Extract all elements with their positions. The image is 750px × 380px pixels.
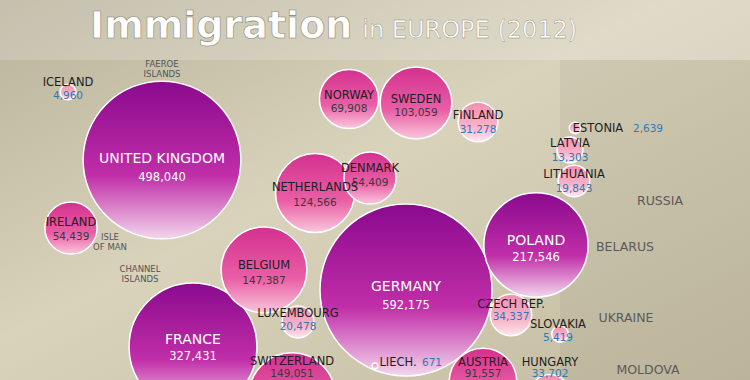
country-label: IRELAND	[46, 215, 97, 229]
country-label: ICELAND	[43, 75, 94, 89]
subtitle: in EUROPE (2012)	[362, 16, 577, 44]
map-label: MOLDOVA	[616, 362, 680, 377]
value-label: 149,051	[270, 367, 313, 379]
value-label: 34,337	[493, 310, 530, 322]
country-label: NORWAY	[324, 88, 375, 102]
value-label: 4,960	[53, 89, 83, 101]
country-label: SLOVAKIA	[530, 317, 586, 331]
value-label: 13,303	[552, 151, 589, 163]
map-label: UKRAINE	[598, 310, 653, 325]
country-label: BELGIUM	[238, 258, 290, 272]
bubble	[83, 81, 241, 239]
labels: UNITED KINGDOM 498,040 GERMANY 592,175 FRANC…	[43, 75, 663, 379]
value-label: 498,040	[138, 170, 186, 184]
chart: UNITED KINGDOM 498,040 GERMANY 592,175 FRANC…	[0, 0, 750, 380]
country-label: LATVIA	[550, 136, 590, 150]
map-label: FAEROEISLANDS	[144, 59, 181, 79]
bubble	[484, 193, 588, 297]
value-label: 124,566	[293, 196, 337, 208]
bubble	[449, 348, 517, 380]
value-label: 147,387	[242, 274, 285, 286]
bubble	[319, 69, 378, 128]
country-label: FRANCE	[165, 331, 221, 347]
value-label: 33,702	[532, 367, 569, 379]
value-label: 671	[422, 356, 442, 368]
map-label: ISLEOF MAN	[93, 232, 127, 252]
value-label: 217,546	[512, 250, 560, 264]
bubble	[221, 227, 307, 313]
country-label: LITHUANIA	[543, 167, 605, 181]
country-label: UNITED KINGDOM	[99, 150, 225, 166]
country-label: SWITZERLAND	[250, 354, 334, 368]
value-label: 103,059	[394, 106, 437, 118]
bubble	[45, 202, 97, 254]
background	[0, 0, 750, 380]
country-label: SWEDEN	[391, 92, 442, 106]
map-label-line: FAEROE	[145, 59, 178, 69]
value-label: 54,409	[352, 176, 389, 188]
country-label: DENMARK	[341, 161, 400, 175]
value-label: 19,843	[556, 182, 593, 194]
country-label: GERMANY	[371, 278, 442, 294]
value-label: 327,431	[169, 349, 217, 363]
value-label: 592,175	[382, 298, 430, 312]
value-label: 5,419	[543, 331, 573, 343]
title: Immigration	[90, 3, 352, 47]
map-label-line: OF MAN	[93, 242, 127, 252]
bubbles	[45, 67, 590, 380]
map-label: BELARUS	[596, 239, 654, 254]
country-label: LUXEMBOURG	[257, 306, 338, 320]
bubble	[372, 363, 378, 369]
country-label: ESTONIA	[573, 121, 624, 135]
map-label-line: ISLANDS	[122, 274, 159, 284]
value-label: 2,639	[633, 122, 663, 134]
country-label: FINLAND	[453, 108, 504, 122]
background-shade	[560, 60, 750, 380]
bubble	[249, 353, 335, 380]
map-label-line: CHANNEL	[120, 264, 161, 274]
bubble	[344, 152, 396, 204]
value-label: 69,908	[331, 102, 368, 114]
value-label: 31,278	[460, 123, 497, 135]
map-label-line: ISLANDS	[144, 69, 181, 79]
value-label: 20,478	[280, 320, 317, 332]
bubble	[320, 204, 492, 376]
country-label: POLAND	[507, 232, 565, 248]
bubble	[380, 67, 452, 139]
map-label: RUSSIA	[637, 193, 683, 208]
value-label: 91,557	[465, 367, 502, 379]
background-band	[0, 0, 750, 60]
map-label: CHANNELISLANDS	[120, 264, 161, 284]
value-label: 54,439	[53, 230, 90, 242]
annotations: FAEROEISLANDSISLEOF MANCHANNELISLANDSRUS…	[93, 59, 683, 377]
country-label: NETHERLANDS	[272, 180, 358, 194]
map-label-line: ISLE	[101, 232, 119, 242]
country-label: LIECH.	[379, 355, 416, 369]
country-label: CZECH REP.	[477, 297, 545, 311]
